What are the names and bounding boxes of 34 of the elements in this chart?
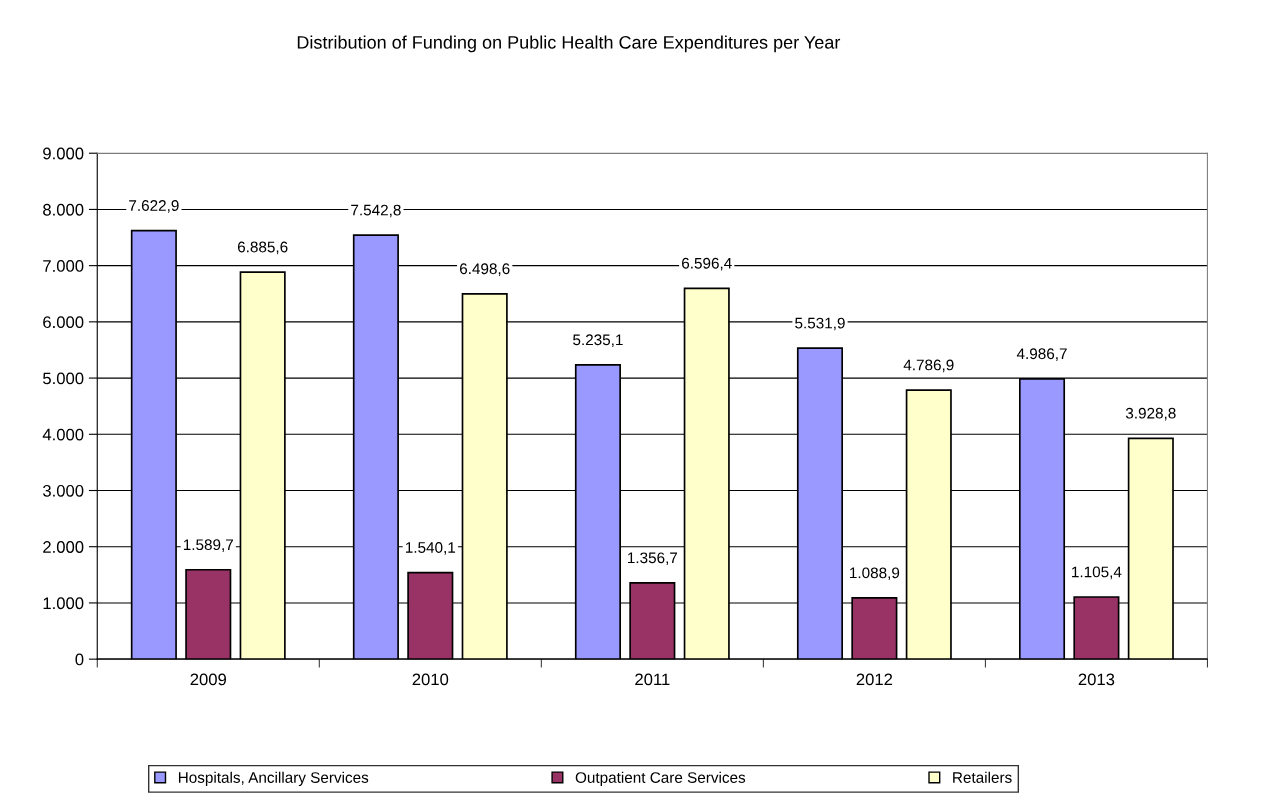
- chart-title: Distribution of Funding on Public Health Care Expenditures per Year: [297, 35, 841, 53]
- y-tick-label: 8.000: [43, 203, 84, 216]
- x-tick-label: 2013: [1078, 673, 1115, 686]
- y-tick-label: 5.000: [43, 372, 84, 385]
- y-tick-label: 7.000: [43, 260, 84, 272]
- y-tick-label: 9.000: [43, 147, 84, 160]
- data-label: 1.105,4: [1072, 566, 1122, 580]
- data-label: 7.622,9: [129, 200, 179, 213]
- data-label: 6.498,6: [459, 263, 510, 276]
- x-tick-label: 2009: [190, 673, 227, 686]
- data-label: 6.885,6: [237, 241, 288, 255]
- x-tick-label: 2011: [635, 673, 670, 686]
- y-tick-label: 3.000: [42, 484, 84, 497]
- y-tick-label: 0: [75, 653, 84, 666]
- data-label: 6.596,4: [682, 257, 732, 271]
- data-label: 1.540,1: [405, 542, 456, 555]
- y-tick-label: 4.000: [42, 428, 84, 441]
- legend-label: Hospitals, Ancillary Services: [178, 771, 369, 786]
- data-label: 5.531,9: [795, 317, 845, 331]
- x-tick-label: 2012: [856, 673, 893, 686]
- y-tick-label: 6.000: [43, 316, 84, 329]
- data-label: 4.986,7: [1016, 348, 1067, 361]
- data-label: 4.786,9: [903, 359, 954, 373]
- data-label: 1.356,7: [628, 552, 678, 565]
- data-label: 7.542,8: [351, 204, 401, 218]
- y-tick-label: 2.000: [43, 541, 84, 553]
- data-label: 1.589,7: [183, 539, 233, 552]
- legend-label: Retailers: [953, 771, 1012, 783]
- y-tick-label: 1.000: [43, 597, 84, 610]
- x-tick-label: 2010: [412, 673, 449, 686]
- data-label: 3.928,8: [1125, 407, 1176, 421]
- data-label: 5.235,1: [573, 334, 623, 347]
- data-label: 1.088,9: [850, 567, 900, 581]
- legend-label: Outpatient Care Services: [575, 771, 746, 786]
